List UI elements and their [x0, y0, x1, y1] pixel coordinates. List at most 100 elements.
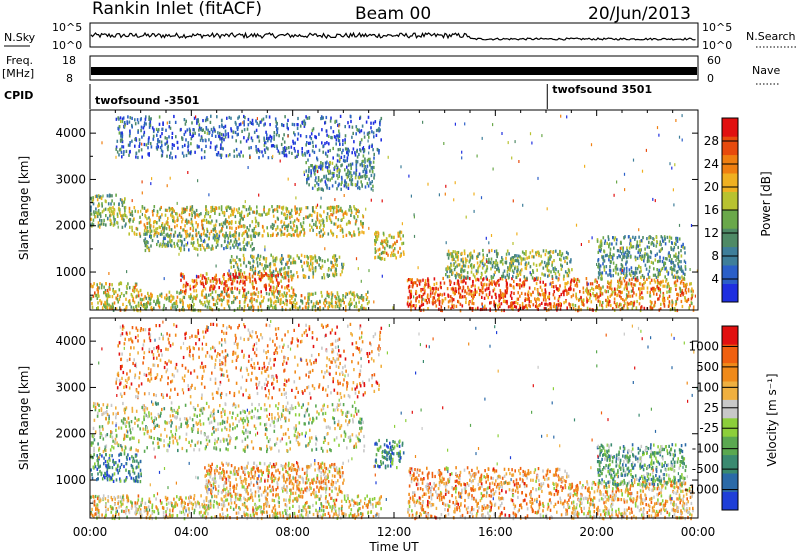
data-cell	[447, 305, 450, 309]
data-cell	[620, 240, 622, 244]
data-cell	[536, 268, 538, 272]
data-cell	[514, 254, 516, 258]
data-cell	[598, 262, 600, 266]
data-cell	[360, 180, 362, 184]
data-cell	[225, 246, 227, 250]
data-cell	[279, 290, 281, 294]
data-cell	[490, 276, 493, 280]
data-cell	[596, 280, 598, 284]
data-cell	[150, 224, 152, 228]
data-cell	[614, 265, 617, 270]
data-cell	[365, 120, 368, 124]
data-cell	[380, 257, 383, 261]
data-cell	[409, 292, 412, 296]
data-cell	[279, 268, 282, 272]
data-cell	[338, 174, 340, 178]
data-cell	[274, 299, 277, 303]
data-cell	[522, 203, 524, 207]
data-cell	[488, 283, 491, 287]
data-cell	[311, 213, 313, 218]
data-cell	[480, 281, 483, 285]
data-cell	[378, 247, 381, 251]
data-cell	[677, 258, 680, 262]
data-cell	[626, 274, 628, 278]
data-cell	[690, 289, 693, 293]
data-cell	[515, 305, 518, 309]
data-cell	[365, 207, 367, 211]
data-cell	[156, 242, 158, 247]
data-cell	[100, 286, 103, 290]
data-cell	[471, 301, 473, 305]
data-cell	[203, 150, 206, 154]
data-cell	[271, 233, 274, 237]
data-cell	[189, 303, 191, 307]
data-cell	[118, 125, 121, 129]
data-cell	[139, 234, 142, 238]
data-cell	[273, 301, 275, 305]
data-cell	[285, 209, 288, 213]
data-cell	[348, 125, 351, 129]
data-cell	[125, 305, 128, 309]
data-cell	[607, 289, 609, 294]
data-cell	[494, 265, 496, 269]
data-cell	[321, 219, 323, 223]
data-cell	[115, 290, 117, 294]
data-cell	[431, 301, 434, 305]
data-cell	[310, 132, 313, 136]
data-cell	[434, 299, 437, 303]
data-cell	[166, 208, 168, 212]
data-cell	[544, 290, 547, 294]
data-cell	[327, 258, 329, 262]
data-cell	[272, 259, 275, 263]
data-cell	[275, 287, 278, 291]
data-cell	[553, 302, 556, 306]
data-cell	[548, 261, 550, 265]
data-cell	[176, 216, 179, 220]
data-cell	[537, 288, 539, 292]
data-cell	[156, 234, 159, 238]
data-cell	[243, 205, 246, 209]
data-cell	[516, 254, 518, 258]
data-cell	[479, 264, 481, 268]
data-cell	[560, 267, 563, 271]
data-cell	[344, 125, 346, 129]
data-cell	[201, 290, 203, 294]
data-cell	[349, 178, 351, 182]
data-cell	[355, 165, 358, 170]
data-cell	[677, 275, 679, 279]
data-cell	[121, 117, 124, 121]
data-cell	[310, 174, 312, 178]
data-cell	[150, 292, 152, 296]
data-cell	[166, 137, 168, 141]
data-cell	[230, 129, 233, 133]
data-cell	[332, 273, 335, 277]
data-cell	[473, 265, 475, 269]
data-cell	[400, 253, 402, 257]
data-cell	[187, 143, 190, 148]
nave-label: Nave	[752, 64, 780, 77]
data-cell	[282, 205, 285, 209]
data-cell	[472, 302, 475, 306]
data-cell	[518, 254, 520, 258]
data-cell	[441, 293, 443, 297]
data-cell	[188, 127, 191, 131]
data-cell	[563, 289, 566, 293]
data-cell	[319, 205, 322, 209]
data-cell	[555, 284, 557, 288]
data-cell	[506, 249, 509, 253]
data-cell	[344, 168, 346, 172]
data-cell	[160, 154, 163, 158]
data-cell	[669, 162, 671, 166]
data-cell	[569, 305, 571, 309]
data-cell	[345, 292, 347, 296]
data-cell	[301, 150, 303, 154]
data-cell	[265, 287, 267, 291]
data-cell	[94, 215, 97, 219]
data-cell	[634, 235, 637, 240]
data-cell	[191, 220, 193, 224]
data-cell	[215, 278, 218, 282]
data-cell	[630, 255, 632, 259]
data-cell	[112, 212, 114, 216]
data-cell	[684, 288, 687, 292]
data-cell	[664, 275, 666, 279]
